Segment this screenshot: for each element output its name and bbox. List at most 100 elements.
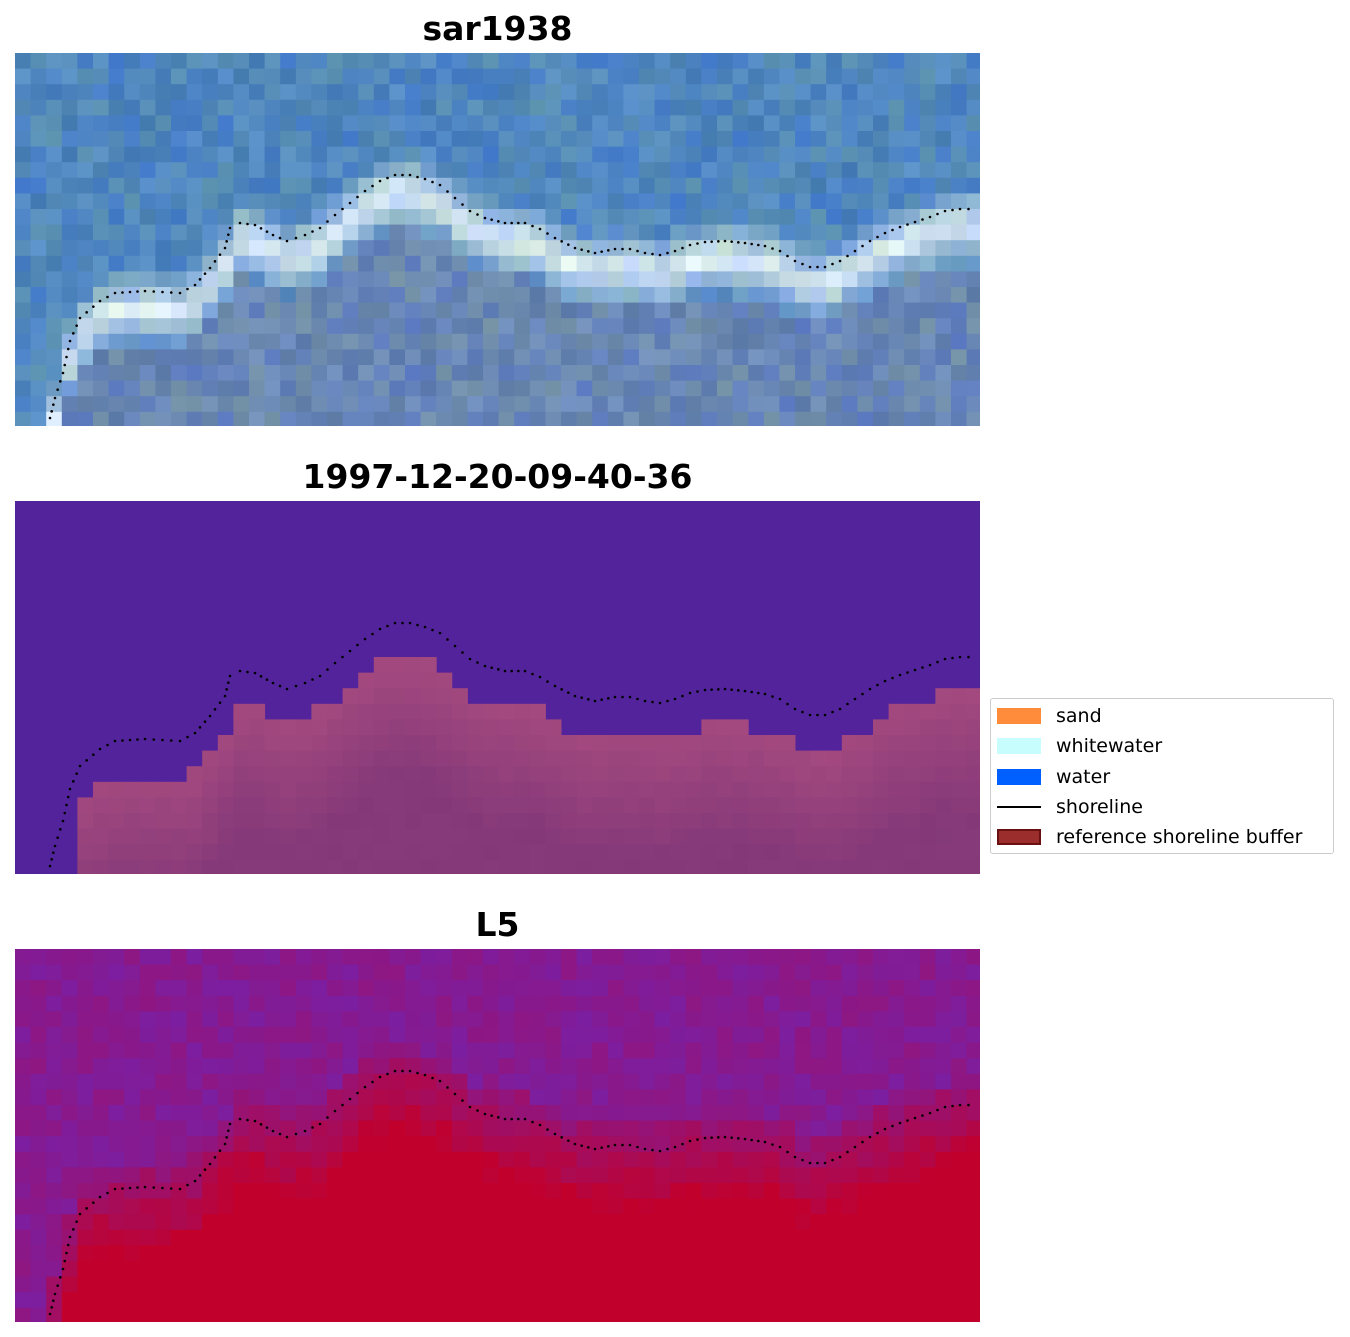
index-pixel (420, 964, 437, 981)
shoreline-point (688, 243, 692, 247)
index-pixel (264, 1120, 281, 1137)
index-pixel (77, 1136, 94, 1153)
index-pixel (93, 1214, 110, 1231)
rgb-pixel (935, 115, 952, 132)
index-pixel (779, 1276, 796, 1293)
rgb-pixel (779, 255, 796, 272)
rgb-pixel (420, 162, 437, 179)
index-pixel (389, 1042, 406, 1059)
rgb-pixel (420, 131, 437, 148)
rgb-pixel (30, 318, 47, 335)
shoreline-point (628, 695, 632, 699)
index-pixel (186, 1214, 203, 1231)
index-pixel (217, 1261, 234, 1278)
rgb-pixel (545, 224, 562, 241)
buffer-pixel (373, 813, 390, 830)
index-pixel (342, 1089, 359, 1106)
legend-label: reference shoreline buffer (1056, 826, 1303, 848)
index-pixel (935, 980, 952, 997)
index-pixel (61, 1167, 78, 1184)
index-pixel (779, 1245, 796, 1262)
rgb-pixel (966, 162, 980, 179)
shoreline-point (48, 416, 52, 420)
index-pixel (654, 1120, 671, 1137)
index-pixel (935, 1307, 952, 1322)
rgb-pixel (795, 84, 812, 101)
shoreline-point (567, 1139, 570, 1142)
rgb-pixel (405, 255, 422, 272)
buffer-pixel (826, 766, 843, 783)
index-pixel (93, 1167, 110, 1184)
index-pixel (233, 1214, 250, 1231)
rgb-pixel (405, 240, 422, 257)
rgb-pixel (358, 53, 375, 70)
index-pixel (904, 1136, 921, 1153)
index-pixel (748, 1292, 765, 1309)
rgb-pixel (420, 209, 437, 226)
rgb-pixel (623, 177, 640, 194)
rgb-pixel (732, 318, 749, 335)
index-pixel (389, 1214, 406, 1231)
buffer-pixel (436, 688, 453, 705)
rgb-pixel (779, 318, 796, 335)
rgb-pixel (857, 131, 874, 148)
rgb-pixel (623, 333, 640, 350)
rgb-pixel (186, 131, 203, 148)
index-pixel (514, 1261, 531, 1278)
rgb-pixel (186, 224, 203, 241)
shoreline-point (246, 222, 249, 226)
buffer-pixel (327, 750, 344, 767)
index-pixel (77, 964, 94, 981)
rgb-pixel (873, 287, 890, 304)
shoreline-point (580, 1144, 583, 1147)
rgb-pixel (420, 68, 437, 85)
index-pixel (264, 1151, 281, 1168)
rgb-pixel (701, 209, 718, 226)
rgb-pixel (670, 318, 687, 335)
index-pixel (748, 1011, 765, 1028)
index-pixel (639, 1229, 656, 1246)
rgb-pixel (919, 68, 936, 85)
index-pixel (529, 1214, 546, 1231)
buffer-pixel (763, 766, 780, 783)
index-pixel (436, 1042, 453, 1059)
index-pixel (717, 1027, 734, 1044)
rgb-pixel (233, 68, 250, 85)
index-pixel (389, 1151, 406, 1168)
rgb-pixel (451, 193, 468, 210)
buffer-pixel (935, 844, 952, 861)
rgb-pixel (93, 380, 110, 397)
buffer-pixel (623, 750, 640, 767)
rgb-pixel (77, 271, 94, 288)
shoreline-point (503, 1117, 507, 1121)
buffer-pixel (389, 719, 406, 736)
index-pixel (311, 1214, 328, 1231)
index-pixel (498, 1245, 515, 1262)
rgb-pixel (202, 162, 219, 179)
shoreline-point (546, 232, 549, 235)
rgb-pixel (389, 240, 406, 257)
index-pixel (592, 1073, 609, 1090)
index-pixel (654, 1229, 671, 1246)
rgb-pixel (545, 84, 562, 101)
rgb-pixel (748, 131, 765, 148)
rgb-pixel (623, 349, 640, 366)
index-pixel (420, 1073, 437, 1090)
buffer-pixel (888, 703, 905, 720)
rgb-pixel (873, 411, 890, 426)
index-pixel (373, 995, 390, 1012)
rgb-pixel (264, 349, 281, 366)
rgb-pixel (202, 380, 219, 397)
rgb-pixel (15, 271, 32, 288)
index-pixel (592, 1011, 609, 1028)
rgb-pixel (561, 177, 578, 194)
rgb-pixel (311, 380, 328, 397)
rgb-pixel (732, 99, 749, 116)
buffer-pixel (717, 750, 734, 767)
rgb-pixel (186, 411, 203, 426)
rgb-pixel (405, 224, 422, 241)
rgb-pixel (545, 209, 562, 226)
index-pixel (46, 980, 63, 997)
rgb-pixel (498, 333, 515, 350)
rgb-pixel (873, 115, 890, 132)
